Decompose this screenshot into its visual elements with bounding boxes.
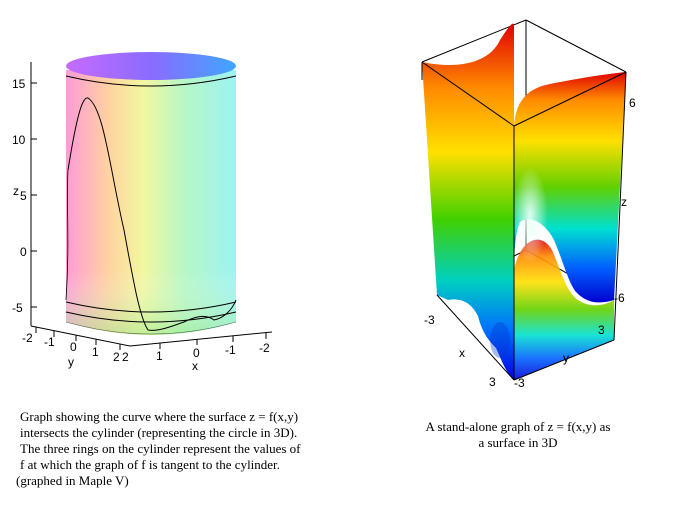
x-axis-line bbox=[129, 331, 273, 347]
surface-y-axis-label: y bbox=[563, 351, 569, 365]
surface-y-tick-3: 3 bbox=[598, 323, 605, 337]
surface-y-tick-minus3: -3 bbox=[514, 376, 525, 390]
x-axis-label: x bbox=[192, 359, 198, 373]
left-caption-line: Graph showing the curve where the surfac… bbox=[20, 409, 299, 424]
surface-z-tick-6: 6 bbox=[629, 96, 636, 110]
x-tick-minus2: -2 bbox=[259, 341, 270, 355]
surface-x-tick-minus3: -3 bbox=[424, 313, 435, 327]
left-caption-line: f at which the graph of f is tangent to … bbox=[20, 457, 280, 472]
y-tick-1: 1 bbox=[92, 345, 99, 359]
surface-z-tick-minus6: -6 bbox=[614, 291, 625, 305]
surface-plot: 6 z -6 -3 x 3 3 y -3 bbox=[421, 19, 636, 390]
right-caption: A stand-alone graph of z = f(x,y) as a s… bbox=[410, 419, 626, 451]
y-axis-label: y bbox=[68, 355, 74, 369]
y-tick-minus2: -2 bbox=[22, 331, 33, 345]
intersection-curve bbox=[67, 97, 237, 331]
cylinder-ring-bottom bbox=[65, 311, 237, 323]
surface-x-axis-label: x bbox=[459, 346, 465, 360]
z-tick-10: 10 bbox=[12, 133, 26, 147]
x-tick-minus1: -1 bbox=[225, 343, 236, 357]
cylinder-top bbox=[66, 52, 236, 80]
left-caption-line: The three rings on the cylinder represen… bbox=[20, 441, 301, 456]
y-tick-0: 0 bbox=[70, 340, 77, 354]
cylinder-plot: 15 10 5 0 -5 z -2 -1 0 1 2 y 2 1 0 bbox=[12, 52, 273, 373]
surface-x-tick-3: 3 bbox=[489, 375, 496, 389]
left-caption-line: (graphed in Maple V) bbox=[16, 473, 129, 488]
y-tick-minus1: -1 bbox=[44, 335, 55, 349]
x-tick-1: 1 bbox=[156, 349, 163, 363]
right-caption-line: a surface in 3D bbox=[478, 435, 558, 450]
x-tick-0: 0 bbox=[193, 346, 200, 360]
z-tick-5: 5 bbox=[20, 189, 27, 203]
z-tick-15: 15 bbox=[12, 77, 26, 91]
cylinder-ring-top bbox=[65, 75, 237, 87]
surface-right-sheet bbox=[514, 72, 626, 303]
surface-z-axis-label: z bbox=[621, 195, 627, 209]
y-axis-line bbox=[30, 325, 131, 347]
y-tick-2: 2 bbox=[113, 350, 120, 364]
cylinder-ring-middle bbox=[65, 301, 237, 313]
z-tick-0: 0 bbox=[20, 245, 27, 259]
left-caption: Graph showing the curve where the surfac… bbox=[16, 409, 301, 489]
z-axis-ticks bbox=[31, 82, 37, 308]
left-caption-line: intersects the cylinder (representing th… bbox=[20, 425, 298, 440]
right-caption-line: A stand-alone graph of z = f(x,y) as bbox=[425, 419, 611, 434]
surface-left-sheet bbox=[422, 23, 514, 380]
z-axis-label: z bbox=[13, 184, 19, 198]
z-tick-minus5: -5 bbox=[12, 301, 23, 315]
x-tick-2: 2 bbox=[122, 350, 129, 364]
